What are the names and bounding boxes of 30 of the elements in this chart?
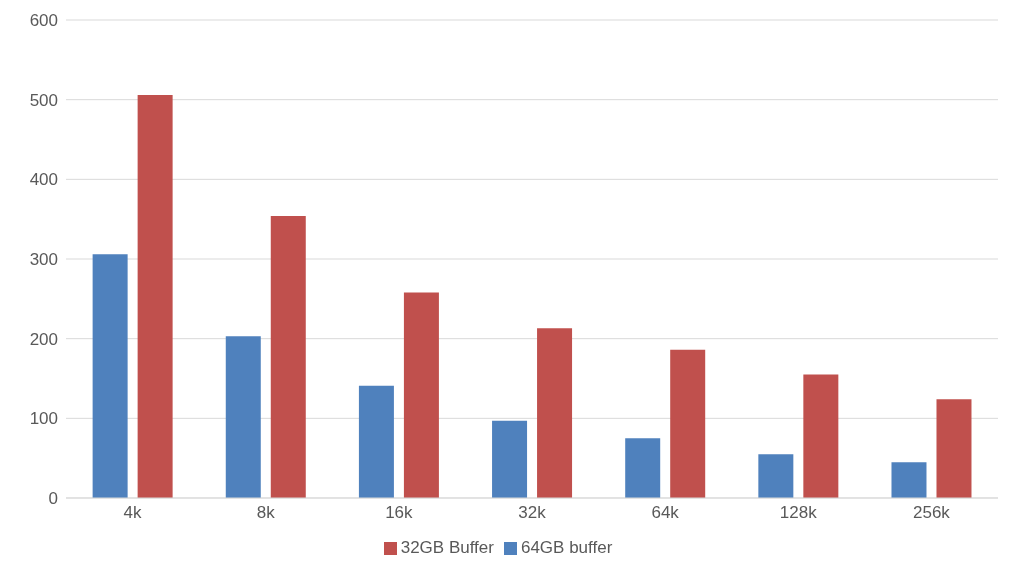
bar [270,215,306,498]
x-tick-label: 32k [518,503,547,523]
bar [225,336,261,498]
y-tick-label: 600 [29,11,58,31]
bar [92,254,128,498]
y-tick-label: 400 [29,170,58,190]
bar [936,399,972,498]
y-tick-label: 300 [29,250,58,270]
bar [537,328,573,498]
x-tick-label: 16k [385,503,414,523]
bar [403,292,439,498]
y-tick-label: 500 [29,90,58,110]
bar [137,94,173,498]
x-tick-label: 64k [651,503,680,523]
bar [492,420,528,498]
bar [670,349,706,498]
bar [358,385,394,498]
x-tick-label: 8k [256,503,276,523]
x-tick-label: 256k [912,503,951,523]
bar [891,462,927,498]
bar [758,454,794,498]
y-tick-label: 100 [29,409,58,429]
legend-label: 64GB buffer [520,538,613,557]
bar [803,374,839,498]
y-tick-label: 0 [48,489,58,509]
legend-label: 32GB Buffer [400,538,494,557]
x-tick-label: 128k [779,503,818,523]
x-tick-label: 4k [123,503,143,523]
y-tick-label: 200 [29,329,58,349]
bar [625,438,661,498]
